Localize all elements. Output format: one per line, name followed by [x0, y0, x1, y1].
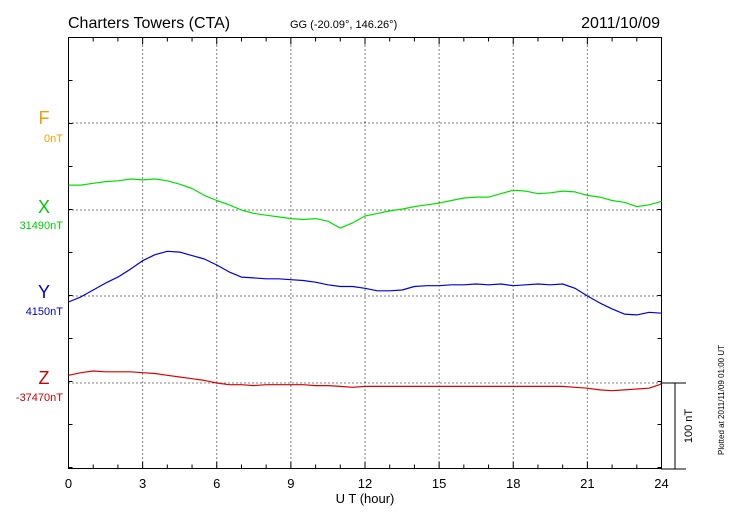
component-letter-X: X	[38, 197, 50, 217]
scale-bar	[661, 382, 686, 470]
x-tick-label: 12	[358, 476, 372, 491]
component-letter-F: F	[39, 108, 50, 128]
x-tick-label: 21	[580, 476, 594, 491]
station-title: Charters Towers (CTA)	[68, 15, 230, 32]
x-tick-label: 9	[287, 476, 294, 491]
series-line-Y	[68, 250, 662, 316]
date-label: 2011/10/09	[581, 15, 660, 32]
x-tick-label: 18	[506, 476, 520, 491]
series-line-Z	[68, 370, 662, 392]
x-tick-label: 3	[139, 476, 146, 491]
axis-ticks: 0 3 6 9 12 15 18 21 24	[65, 37, 669, 491]
x-tick-label: 15	[432, 476, 446, 491]
component-baseline-Y: 4150nT	[26, 306, 64, 318]
component-baseline-Z: -37470nT	[16, 392, 63, 404]
series-lines	[68, 178, 662, 392]
x-tick-label: 24	[654, 476, 668, 491]
station-coordinates: GG (-20.09°, 146.26°)	[290, 19, 397, 31]
component-baseline-X: 31490nT	[20, 220, 64, 232]
scale-bar-label: 100 nT	[683, 409, 695, 444]
plotted-timestamp: Plotted at 2011/11/09 01:00 UT	[717, 345, 726, 455]
component-baseline-F: 0nT	[44, 133, 63, 145]
x-axis-label: U T (hour)	[336, 491, 395, 506]
x-tick-label: 6	[213, 476, 220, 491]
component-letter-Z: Z	[39, 368, 50, 388]
x-tick-label: 0	[65, 476, 72, 491]
grid-lines	[68, 37, 662, 469]
component-letter-Y: Y	[38, 282, 50, 302]
series-line-X	[68, 178, 662, 229]
